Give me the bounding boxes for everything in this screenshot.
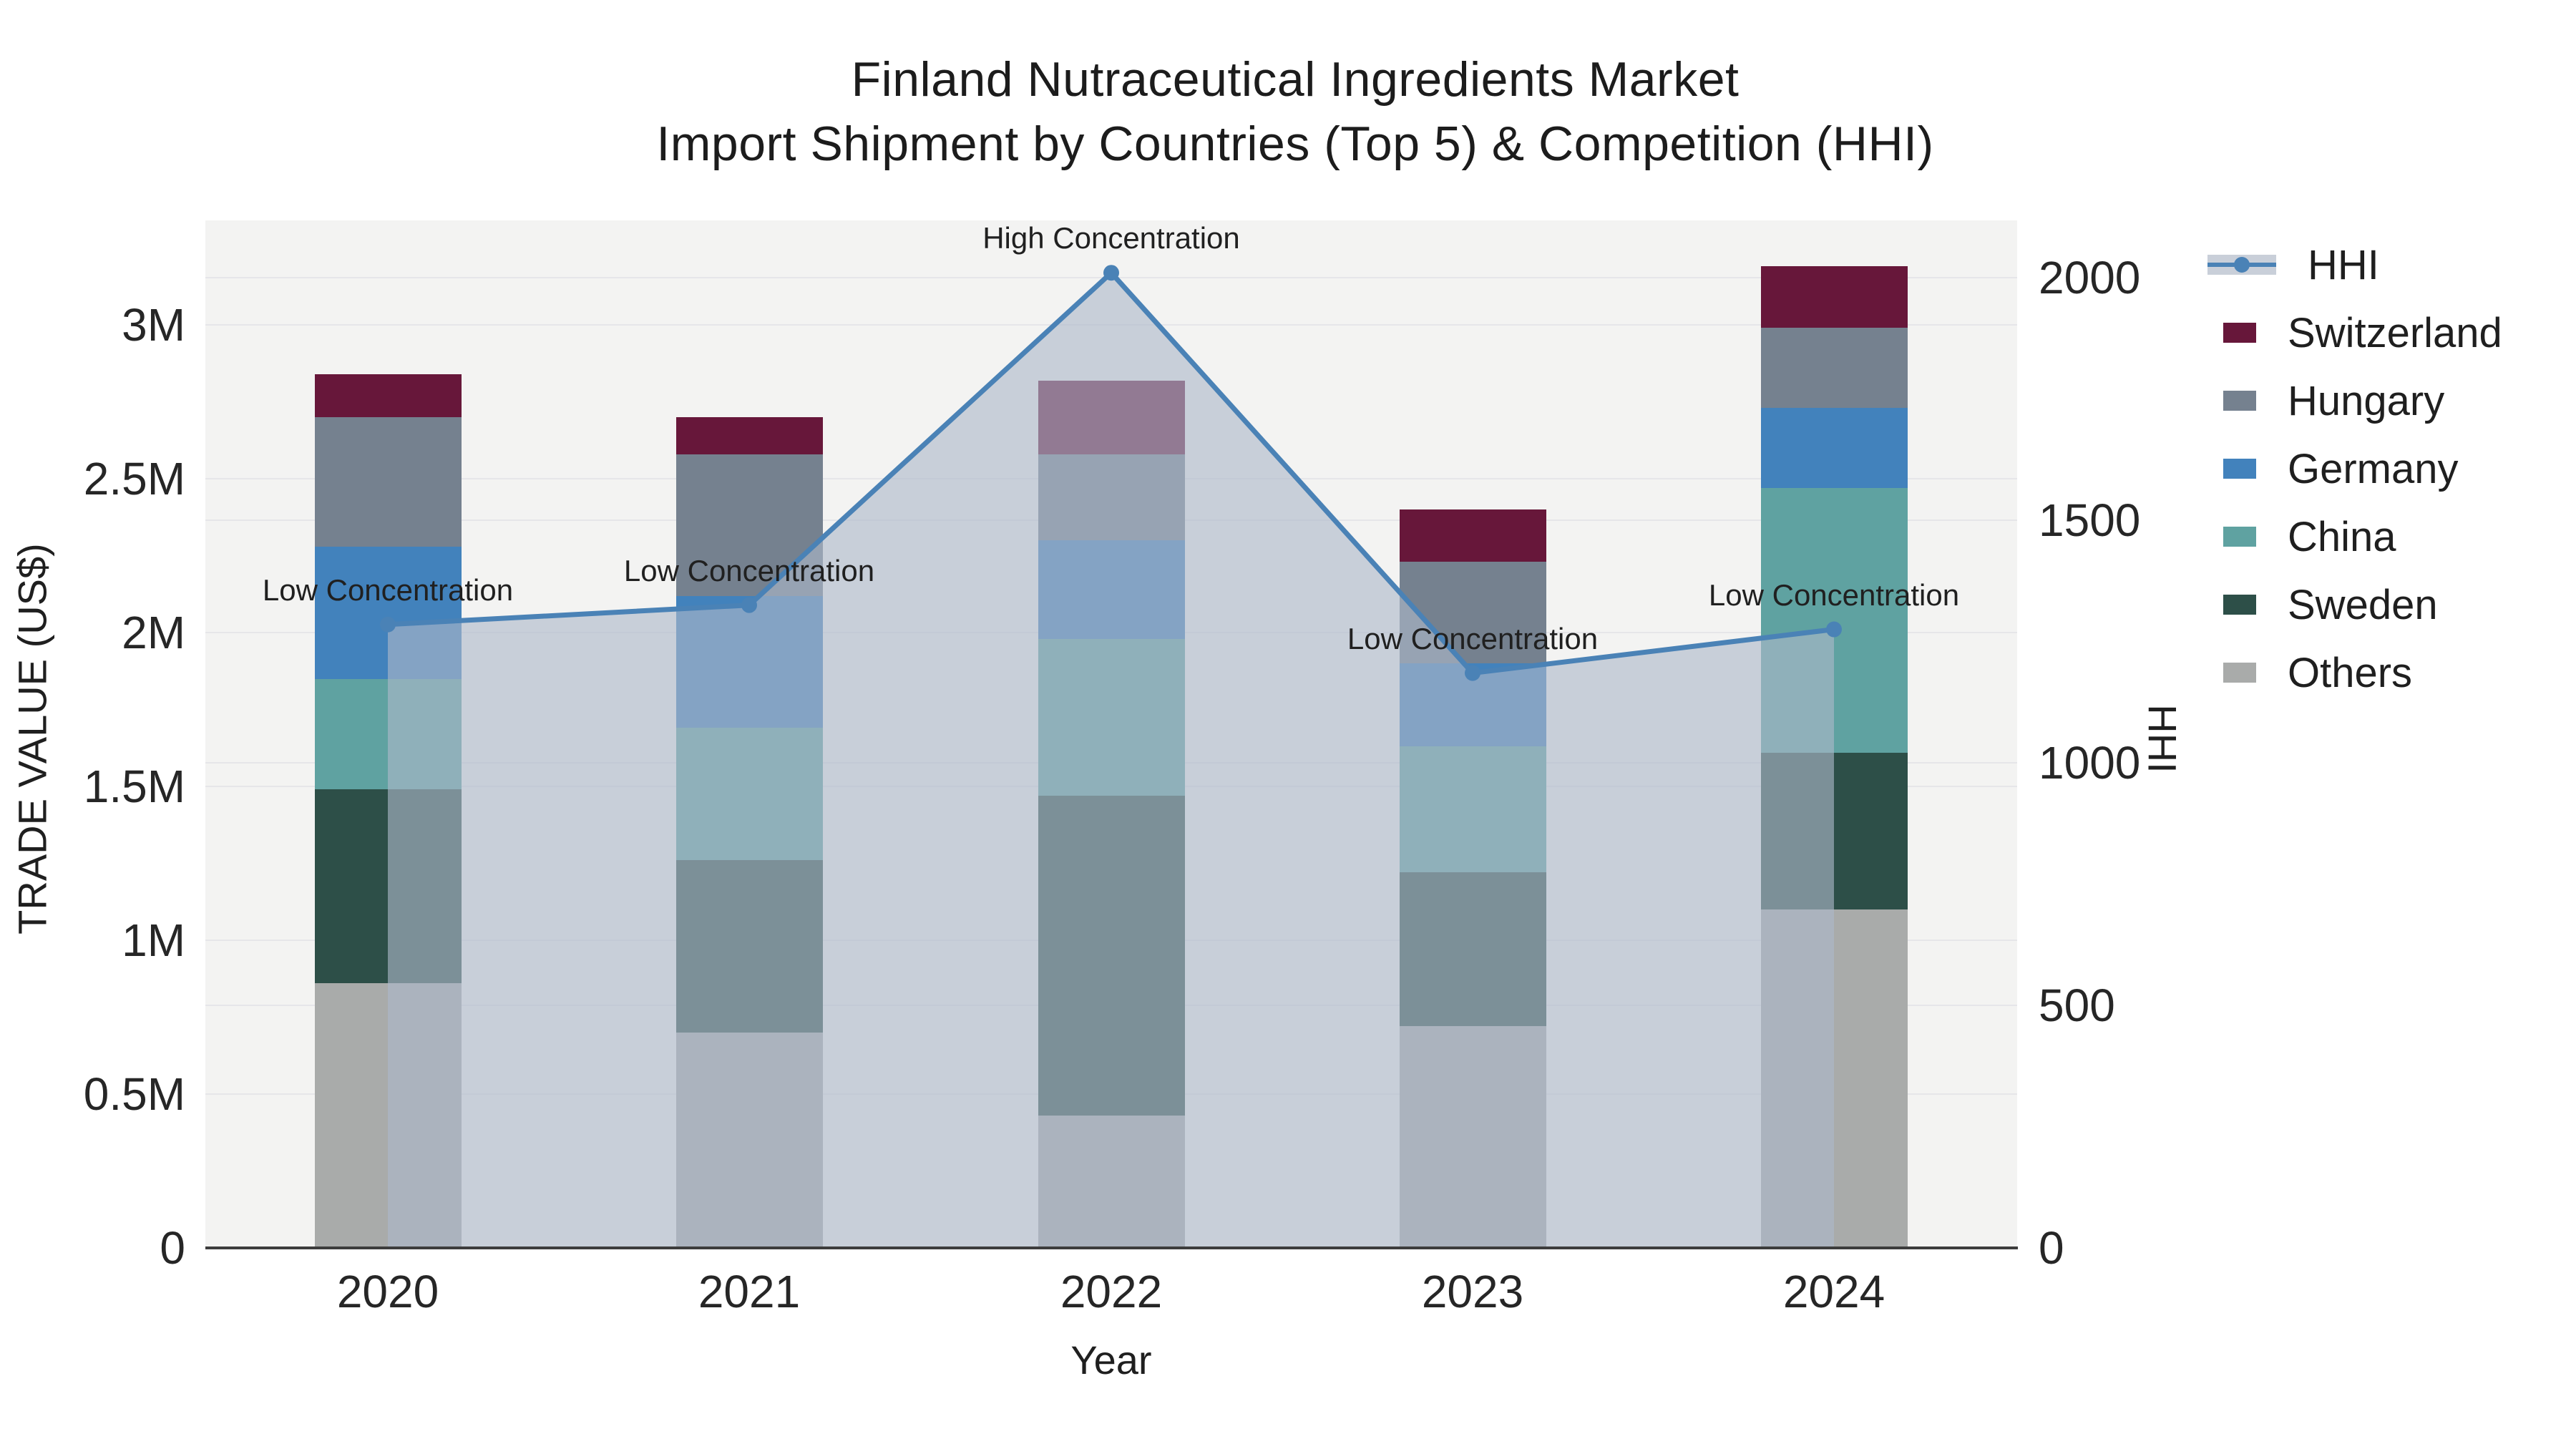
bar-segment-hungary-2020[interactable] (314, 417, 462, 547)
y-axis-right-title: HHI (2140, 704, 2185, 774)
legend-item-hhi[interactable]: HHI (2207, 230, 2379, 299)
legend-swatch-hungary (2223, 391, 2256, 411)
ytick-left-1.5M: 1.5M (83, 761, 185, 813)
hhi-line-layer (380, 265, 1842, 1248)
xtick-2021: 2021 (698, 1266, 801, 1317)
legend-item-others[interactable]: Others (2207, 638, 2412, 707)
hhi-marker-2023[interactable] (1465, 665, 1480, 681)
hhi-marker-2021[interactable] (741, 597, 757, 613)
x-axis-title: Year (1070, 1337, 1152, 1382)
annotation-2023: Low Concentration (1347, 621, 1599, 655)
hhi-area-fill (388, 273, 1834, 1248)
chart-title-line2: Import Shipment by Countries (Top 5) & C… (656, 117, 1934, 171)
bar-segment-switzerland-2021[interactable] (675, 417, 823, 454)
legend-label-germany: Germany (2288, 445, 2459, 492)
ytick-left-0.5M: 0.5M (83, 1068, 185, 1121)
ytick-right-2000: 2000 (2039, 252, 2141, 303)
annotation-2020: Low Concentration (262, 572, 514, 607)
annotation-2024: Low Concentration (1708, 577, 1960, 612)
hhi-marker-2020[interactable] (380, 616, 396, 633)
legend-item-germany[interactable]: Germany (2207, 434, 2459, 503)
bar-segment-hungary-2024[interactable] (1760, 328, 1908, 409)
xtick-2023: 2023 (1421, 1266, 1524, 1317)
ytick-right-1500: 1500 (2039, 494, 2141, 546)
legend-swatch-germany (2223, 459, 2256, 479)
legend-swatch-others (2223, 663, 2256, 683)
ytick-left-2M: 2M (122, 607, 185, 659)
legend-swatch-sweden (2223, 595, 2256, 615)
ytick-left-2.5M: 2.5M (83, 453, 185, 505)
legend-label-others: Others (2288, 649, 2413, 696)
ytick-left-1M: 1M (122, 914, 185, 967)
legend-item-china[interactable]: China (2207, 502, 2396, 571)
legend-item-hungary[interactable]: Hungary (2207, 366, 2444, 435)
annotation-2022: High Concentration (982, 221, 1240, 255)
legend-label-sweden: Sweden (2288, 581, 2438, 628)
ytick-left-3M: 3M (122, 299, 185, 351)
legend-swatch-china (2223, 527, 2256, 547)
ytick-left-0: 0 (160, 1222, 185, 1274)
legend-item-switzerland[interactable]: Switzerland (2207, 298, 2502, 367)
plot-area: Low Concentration Low Concentration High C… (205, 220, 2017, 1248)
annotation-2021: Low Concentration (623, 553, 875, 587)
bar-segment-switzerland-2024[interactable] (1760, 266, 1908, 328)
bar-segment-germany-2024[interactable] (1760, 408, 1908, 489)
hhi-marker-2024[interactable] (1826, 621, 1842, 638)
ytick-right-0: 0 (2039, 1222, 2064, 1274)
hhi-marker-2022[interactable] (1103, 265, 1119, 281)
xtick-2024: 2024 (1782, 1266, 1885, 1317)
hhi-line-swatch-icon (2207, 250, 2276, 279)
ytick-right-1000: 1000 (2039, 737, 2141, 789)
xtick-2022: 2022 (1060, 1266, 1163, 1317)
legend-item-sweden[interactable]: Sweden (2207, 570, 2438, 639)
bar-segment-switzerland-2023[interactable] (1399, 509, 1546, 562)
y-axis-left-title: TRADE VALUE (US$) (9, 543, 55, 935)
bar-segment-switzerland-2020[interactable] (314, 374, 462, 418)
legend-swatch-switzerland (2223, 323, 2256, 343)
x-axis-line (205, 1246, 2018, 1249)
ytick-right-500: 500 (2039, 980, 2115, 1031)
legend-label-hhi: HHI (2308, 241, 2379, 288)
legend-label-hungary: Hungary (2288, 377, 2445, 424)
chart-title-line1: Finland Nutraceutical Ingredients Market (851, 52, 1740, 107)
xtick-2020: 2020 (336, 1266, 439, 1317)
legend-label-switzerland: Switzerland (2288, 309, 2502, 356)
legend-label-china: China (2288, 513, 2396, 560)
